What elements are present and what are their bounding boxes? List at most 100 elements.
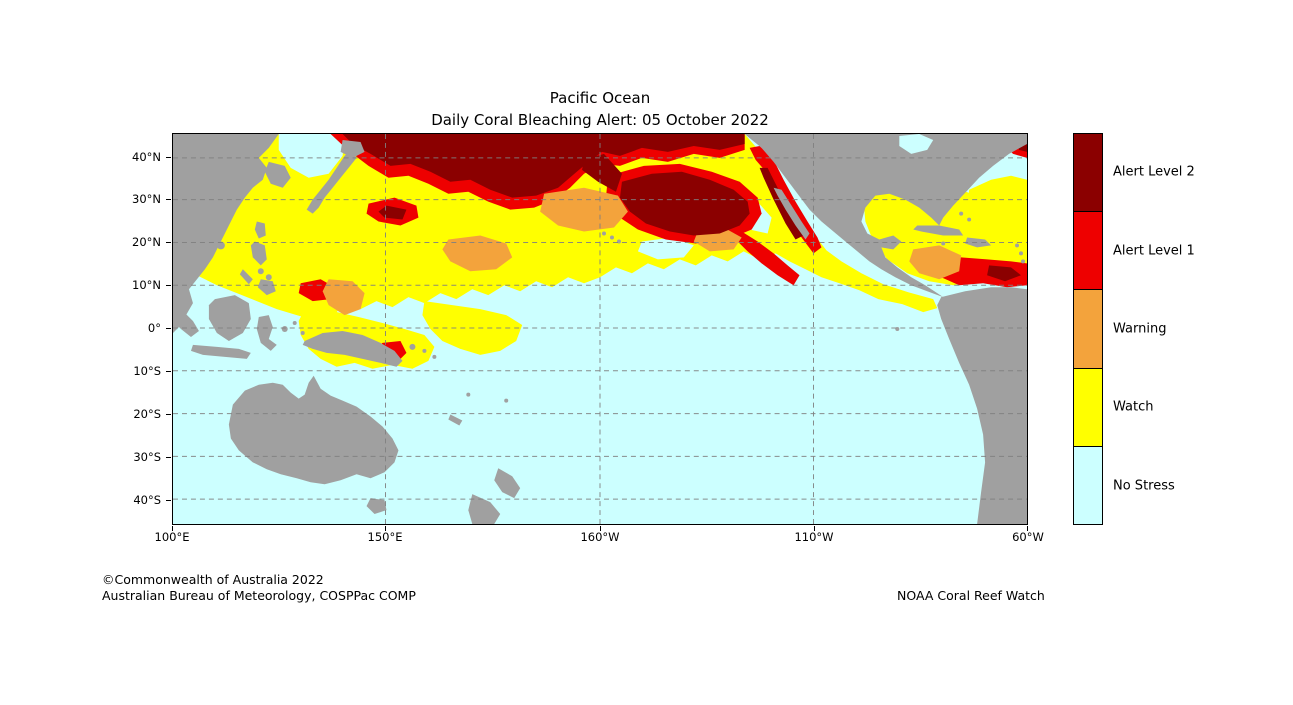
- legend-swatch-alert-level-2: [1074, 134, 1102, 213]
- lat-tick-mark: [166, 414, 171, 415]
- warning-region: [442, 235, 513, 272]
- land-bahamas: [959, 211, 964, 216]
- lon-tick-mark: [385, 526, 386, 531]
- map-plot-area: [172, 133, 1028, 525]
- land-sulawesi: [256, 315, 277, 351]
- land-moluccas: [300, 330, 305, 335]
- copyright-line-2: Australian Bureau of Meteorology, COSPPa…: [102, 587, 416, 603]
- alert2-region: [619, 171, 750, 236]
- lat-tick-label: 40°N: [132, 150, 161, 164]
- legend-swatch-watch: [1074, 368, 1102, 447]
- legend-label-alert-level-1: Alert Level 1: [1113, 243, 1195, 259]
- warning-region: [322, 279, 365, 316]
- land-moluccas: [292, 321, 297, 326]
- great-lakes-water: [899, 134, 934, 154]
- lon-tick-mark: [1027, 526, 1028, 531]
- land-galapagos: [895, 327, 900, 331]
- land-new-britain: [409, 343, 416, 350]
- alert2-layer: [342, 134, 1027, 282]
- legend-label-watch: Watch: [1113, 399, 1154, 415]
- legend-swatch-no-stress: [1074, 446, 1102, 525]
- warning-region: [909, 245, 962, 280]
- lon-tick-label: 60°W: [1012, 530, 1044, 544]
- land-cuba: [913, 225, 964, 236]
- lat-tick-label: 20°S: [133, 407, 161, 421]
- land-layer: [173, 134, 1027, 524]
- legend-swatch-alert-level-1: [1074, 212, 1102, 291]
- legend-label-no-stress: No Stress: [1113, 478, 1175, 494]
- land-luzon: [250, 241, 267, 266]
- land-taiwan: [254, 221, 266, 239]
- land-sumatra: [173, 305, 199, 337]
- graticule-layer: [173, 134, 1027, 524]
- land-japan: [306, 149, 357, 214]
- lon-tick-label: 160°W: [580, 530, 620, 544]
- alert-date-title: Daily Coral Bleaching Alert: 05 October …: [431, 111, 769, 129]
- warning-region: [540, 187, 628, 232]
- alert1-region: [729, 231, 800, 286]
- lat-tick-mark: [166, 199, 171, 200]
- land-australia: [228, 375, 399, 485]
- land-asia: [173, 134, 279, 333]
- lat-tick-label: 10°N: [132, 278, 161, 292]
- lon-tick-label: 100°E: [154, 530, 190, 544]
- noaa-credit: NOAA Coral Reef Watch: [897, 588, 1045, 603]
- land-vanuatu: [466, 392, 471, 397]
- land-baja-california: [773, 187, 810, 240]
- lat-tick-mark: [166, 242, 171, 243]
- lon-tick-mark: [600, 526, 601, 531]
- legend-label-alert-level-2: Alert Level 2: [1113, 164, 1195, 180]
- alert2-region: [759, 167, 804, 240]
- land-borneo: [208, 295, 251, 341]
- pacific-map-svg: [173, 134, 1027, 524]
- legend-swatch-warning: [1074, 290, 1102, 369]
- latitude-axis: 40°N 30°N 20°N 10°N 0° 10°S 20°S 30°S 40…: [0, 0, 167, 705]
- land-palawan: [239, 269, 253, 285]
- land-fiji: [504, 398, 509, 403]
- no-stress-patch: [278, 134, 345, 178]
- land-solomons: [432, 354, 437, 359]
- land-new-caledonia: [448, 414, 463, 426]
- land-hokkaido: [340, 139, 365, 158]
- land-hawaii: [609, 235, 614, 240]
- lat-tick-mark: [166, 285, 171, 286]
- land-hispaniola: [965, 237, 992, 248]
- land-hawaii: [601, 231, 606, 236]
- lat-tick-label: 0°: [147, 321, 161, 335]
- land-north-america: [744, 134, 1027, 298]
- figure-title-block: Pacific Ocean Daily Coral Bleaching Aler…: [172, 87, 1028, 131]
- lat-tick-mark: [166, 500, 171, 501]
- land-hawaii: [616, 239, 621, 244]
- land-visayas: [265, 274, 272, 281]
- lat-tick-mark: [166, 457, 171, 458]
- land-bahamas: [967, 217, 972, 222]
- alert2-region: [582, 153, 622, 192]
- land-antilles: [1019, 251, 1024, 256]
- alert-level-legend: Alert Level 2 Alert Level 1 Warning Watc…: [1073, 133, 1293, 525]
- land-new-guinea: [302, 330, 403, 367]
- land-java: [190, 344, 251, 359]
- lat-tick-mark: [166, 157, 171, 158]
- copyright-line-1: ©Commonwealth of Australia 2022: [102, 572, 324, 587]
- land-korea: [264, 161, 291, 188]
- warning-layer: [322, 187, 962, 316]
- land-visayas: [257, 268, 264, 275]
- land-tasmania: [366, 498, 387, 515]
- map-region-title: Pacific Ocean: [549, 89, 651, 107]
- lon-tick-label: 150°E: [367, 530, 403, 544]
- legend-colorbar: [1073, 133, 1103, 525]
- land-south-america: [937, 287, 1027, 524]
- land-nz-south-island: [468, 494, 501, 524]
- lat-tick-label: 20°N: [132, 235, 161, 249]
- copyright-block: ©Commonwealth of Australia 2022 Australi…: [102, 572, 416, 603]
- land-nz-north-island: [494, 468, 521, 499]
- land-antilles: [1015, 243, 1020, 248]
- lat-tick-mark: [166, 371, 171, 372]
- land-antilles: [1021, 259, 1026, 264]
- lat-tick-label: 30°S: [133, 450, 161, 464]
- lat-tick-label: 10°S: [133, 364, 161, 378]
- lat-tick-label: 30°N: [132, 192, 161, 206]
- legend-label-warning: Warning: [1113, 321, 1167, 337]
